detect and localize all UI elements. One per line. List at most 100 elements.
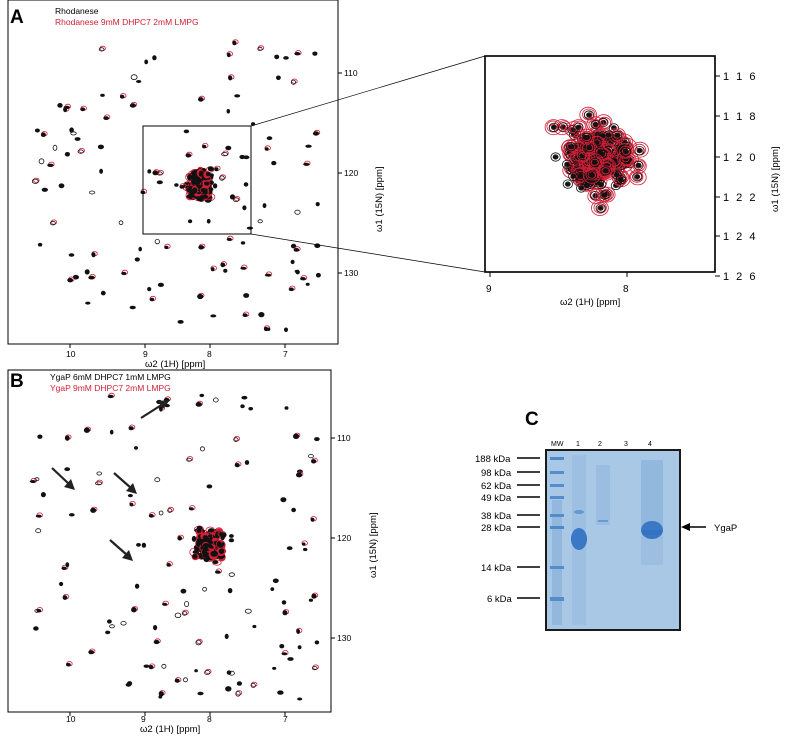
lane-4-band: [641, 521, 663, 539]
panel-b-peak-black: [219, 532, 227, 538]
panel-b-peak-black: [272, 666, 277, 670]
ygap-label: YgaP: [714, 523, 737, 534]
panel-b-peak-black: [280, 497, 287, 503]
panel-b-peak-black: [62, 595, 68, 600]
zoom-peak-black: [573, 122, 584, 132]
zoom-peak-black: [637, 148, 642, 153]
panel-b-peak-black: [184, 601, 190, 608]
panel-a-peak-black: [266, 327, 271, 331]
panel-a-peak-black: [202, 188, 208, 195]
panel-a-peak-red: [257, 45, 265, 51]
panel-a-peak-black: [204, 181, 210, 186]
panel-a-peak-black: [266, 136, 273, 141]
panel-b-peak-black: [105, 630, 111, 635]
panel-a-peak-black: [207, 187, 214, 192]
panel-a-peak-black: [220, 262, 226, 268]
arrow-3-head-icon: [126, 483, 137, 494]
zoom-peak-black: [550, 124, 557, 131]
panel-a-peak-black: [184, 182, 191, 187]
panel-b-peak-black: [279, 644, 285, 649]
panel-b-peak-black: [129, 502, 134, 507]
zoom-y-tick: 1 1 8: [723, 111, 757, 123]
panel-b-plot-frame: [7, 369, 332, 713]
panel-b-peak-black: [88, 650, 95, 655]
panel-b: B YgaP 6mM DHPC7 1mM LMPG YgaP 9mM DHPC7…: [7, 369, 379, 735]
zoom-peak-black: [601, 192, 608, 198]
panel-b-peak-black: [174, 612, 182, 618]
panel-b-peak-black: [64, 467, 71, 472]
panel-a-peak-black: [129, 305, 136, 310]
zoom-peak-red: [546, 120, 560, 133]
panel-b-peak-black: [83, 427, 90, 433]
arrow-1-head-icon: [158, 400, 170, 409]
zoom-peak-red: [632, 159, 646, 172]
zoom-peak-red: [577, 128, 595, 145]
zoom-peak-red: [588, 119, 602, 131]
panel-a-peak-black: [290, 243, 297, 249]
panel-a-peak-black: [129, 103, 136, 108]
zoom-peak-red: [630, 170, 644, 183]
zoom-peak-red: [579, 106, 597, 123]
zoom-peak-black: [600, 166, 611, 176]
zoom-peak-black: [632, 172, 643, 182]
panel-a-peak-black: [185, 153, 192, 158]
zoom-connector-bottom: [250, 233, 486, 273]
zoom-peak-black: [592, 121, 599, 128]
panel-b-peak-black: [234, 463, 240, 468]
panel-a-peak-black: [315, 272, 321, 278]
panel-a-peak-black: [134, 257, 140, 262]
panel-a-peak-black: [50, 220, 56, 226]
marker-49: 49 kDa: [481, 493, 512, 504]
zoom-peak-red: [591, 200, 609, 216]
panel-b-peak-black: [134, 446, 138, 450]
zoom-peak-red: [598, 157, 617, 174]
zoom-peak-black: [592, 160, 597, 165]
panel-b-peak-red: [182, 609, 189, 616]
zoom-x-label: ω2 (1H) [ppm]: [560, 297, 620, 308]
panel-a-peak-black: [284, 327, 288, 333]
panel-b-peak-black: [180, 588, 187, 594]
marker-28: 28 kDa: [481, 523, 512, 534]
zoom-peak-black: [575, 124, 582, 130]
zoom-peak-black: [552, 154, 559, 160]
zoom-peak-black: [603, 130, 614, 140]
panel-b-peak-red: [250, 681, 258, 688]
panel-b-peak-black: [218, 548, 225, 554]
zoom-peak-black: [568, 144, 574, 150]
marker-98: 98 kDa: [481, 468, 512, 479]
panel-a-peak-black: [257, 219, 263, 224]
panel-b-peak-black: [154, 477, 161, 483]
panel-b-peak-black: [204, 556, 209, 561]
zoom-x-tick: 8: [623, 284, 629, 295]
panel-b-peak-black: [161, 663, 167, 669]
panel-a-peak-black: [70, 131, 77, 136]
panel-a-peak-black: [243, 182, 249, 187]
panel-b-peak-black: [90, 507, 97, 513]
zoom-peak-black: [614, 132, 621, 138]
panel-a-peak-red: [33, 177, 40, 183]
panel-a-peak-black: [147, 169, 152, 174]
panel-a-peak-red: [50, 219, 58, 225]
panel-b-peak-red: [186, 456, 194, 462]
panel-b-peak-black: [109, 624, 115, 629]
panel-a-zoom-box: [142, 125, 252, 235]
panel-b-peak-black: [281, 652, 288, 656]
panel-a-peak-black: [89, 190, 96, 195]
panel-b-peak-black: [34, 477, 40, 482]
panel-a-peak-red: [219, 174, 227, 180]
panel-b-peak-black: [120, 621, 127, 626]
panel-b-peak-black: [191, 535, 197, 542]
panel-a-peak-black: [91, 252, 96, 258]
panel-b-peak-black: [228, 538, 235, 543]
panel-b-peak-black: [35, 514, 42, 518]
panel-a-peak-black: [67, 278, 74, 283]
zoom-peak-black: [553, 155, 558, 159]
panel-b-peak-black: [314, 437, 320, 442]
panel-a-peak-black: [138, 246, 142, 252]
panel-a-peak-black: [210, 267, 215, 272]
panel-c: C MW 1 2 3 4 188: [475, 409, 737, 631]
panel-b-peak-black: [182, 677, 188, 683]
panel-a-peak-black: [240, 266, 247, 270]
zoom-peak-black: [590, 119, 601, 130]
